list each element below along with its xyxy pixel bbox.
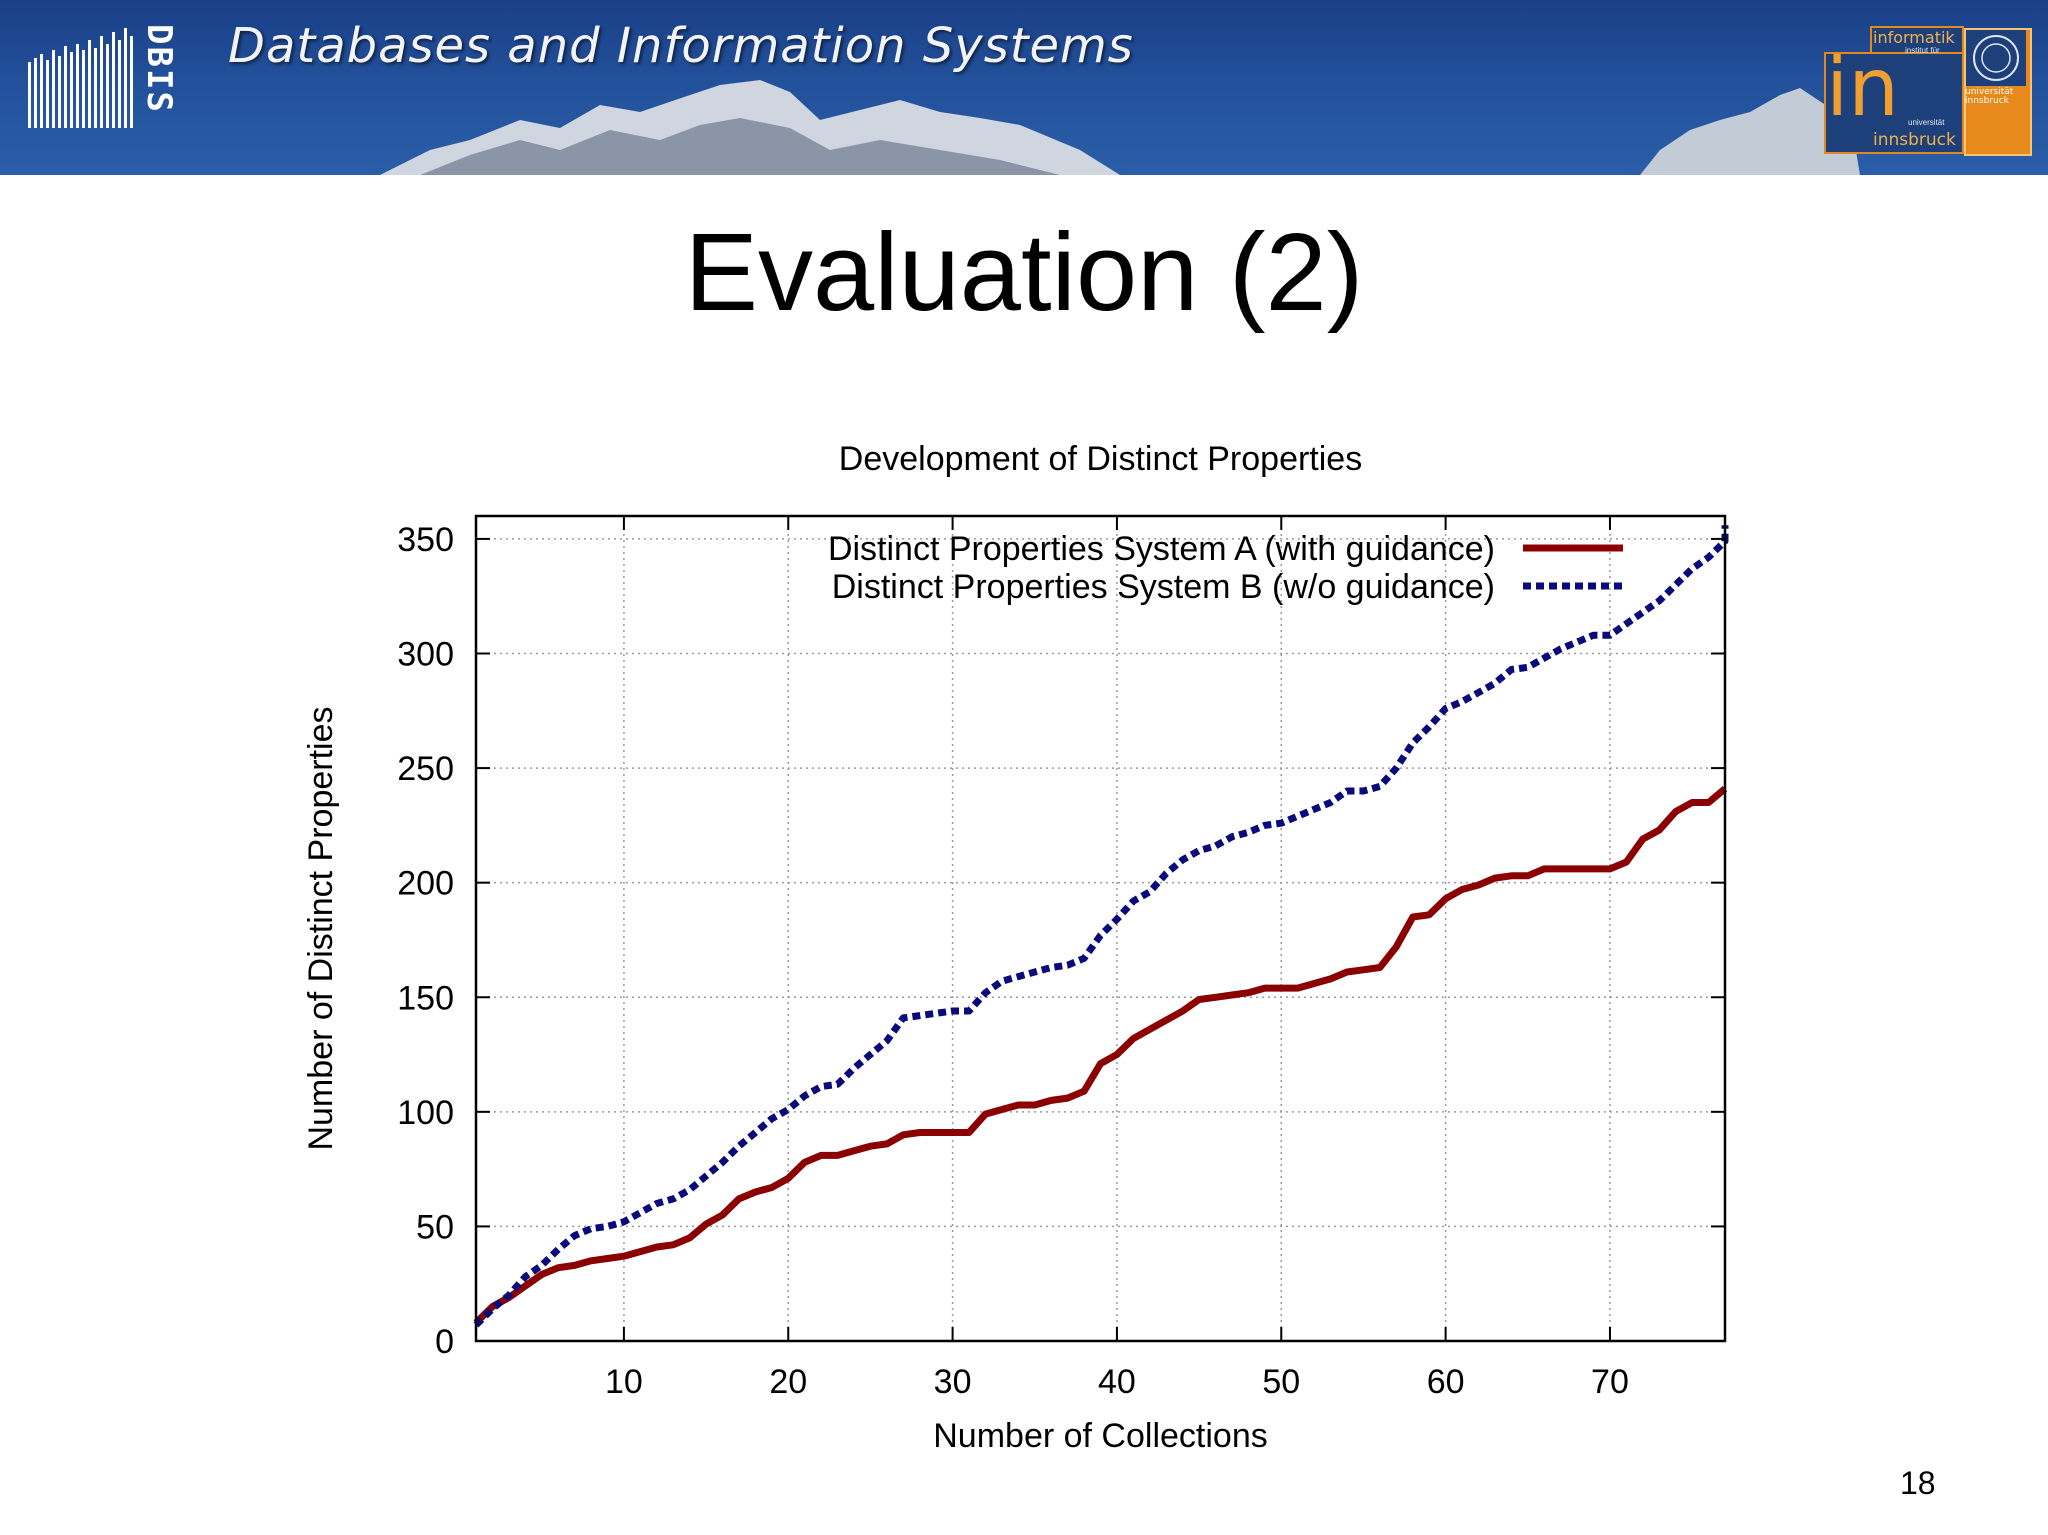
x-tick-label: 60	[1427, 1363, 1465, 1401]
banner-title: Databases and Information Systems	[228, 18, 1134, 74]
tick-layer: 0 50 100 150 200 250 300 350 10 20 30 40 50 60 70	[397, 516, 1725, 1401]
y-tick-label: 350	[397, 521, 454, 559]
dbis-logo-text: DBIS	[139, 24, 179, 114]
university-name-line1: universität	[1965, 87, 2014, 97]
header-banner: DBIS Databases and Information Systems i…	[0, 0, 2048, 175]
university-name-line2: innsbruck	[1965, 96, 2009, 107]
informatik-in-mark: in	[1826, 41, 1899, 134]
y-tick-label: 100	[397, 1094, 454, 1132]
dbis-bars	[28, 28, 133, 128]
legend-entry-label: Distinct Properties System B (w/o guidan…	[832, 568, 1495, 606]
informatik-logo	[1824, 52, 1964, 154]
mountain-backdrop	[28, 28, 1860, 175]
x-tick-label: 50	[1262, 1363, 1300, 1401]
mountain-left-shade	[420, 118, 1060, 175]
seal-icon	[1973, 35, 2019, 81]
y-tick-label: 250	[397, 750, 454, 788]
informatik-small-text: universität	[1908, 118, 1945, 127]
series-layer	[473, 525, 1729, 1328]
university-name: universität innsbruck	[1965, 87, 2014, 107]
page-number: 18	[1900, 1465, 1936, 1501]
x-tick-label: 20	[769, 1363, 807, 1401]
informatik-logo-top	[1870, 26, 1964, 56]
y-tick-label: 150	[397, 979, 454, 1017]
slide-title: Evaluation (2)	[684, 211, 1364, 334]
plot-frame	[474, 514, 1727, 1343]
y-tick-label: 200	[397, 865, 454, 903]
innsbruck-label: innsbruck	[1873, 130, 1956, 150]
x-tick-label: 40	[1098, 1363, 1136, 1401]
y-tick-label: 50	[416, 1208, 454, 1246]
grid-layer	[476, 516, 1725, 1341]
university-seal	[1966, 30, 2026, 86]
informatik-label: informatik	[1873, 28, 1955, 47]
y-tick-label: 0	[435, 1323, 454, 1361]
informatik-sublabel: institut für	[1905, 46, 1940, 55]
y-axis-label: Number of Distinct Properties	[302, 706, 340, 1150]
x-tick-label: 10	[605, 1363, 643, 1401]
legend: Distinct Properties System A (with guida…	[828, 530, 1623, 606]
x-tick-label: 30	[934, 1363, 972, 1401]
series-line-system-b	[473, 525, 1729, 1328]
mountain-right	[1640, 88, 1860, 175]
series-line-system-a	[473, 786, 1728, 1326]
chart-title: Development of Distinct Properties	[839, 440, 1362, 478]
x-tick-label: 70	[1591, 1363, 1629, 1401]
legend-entry-label: Distinct Properties System A (with guida…	[828, 530, 1495, 568]
x-axis-label: Number of Collections	[933, 1417, 1267, 1455]
y-tick-label: 300	[397, 636, 454, 674]
